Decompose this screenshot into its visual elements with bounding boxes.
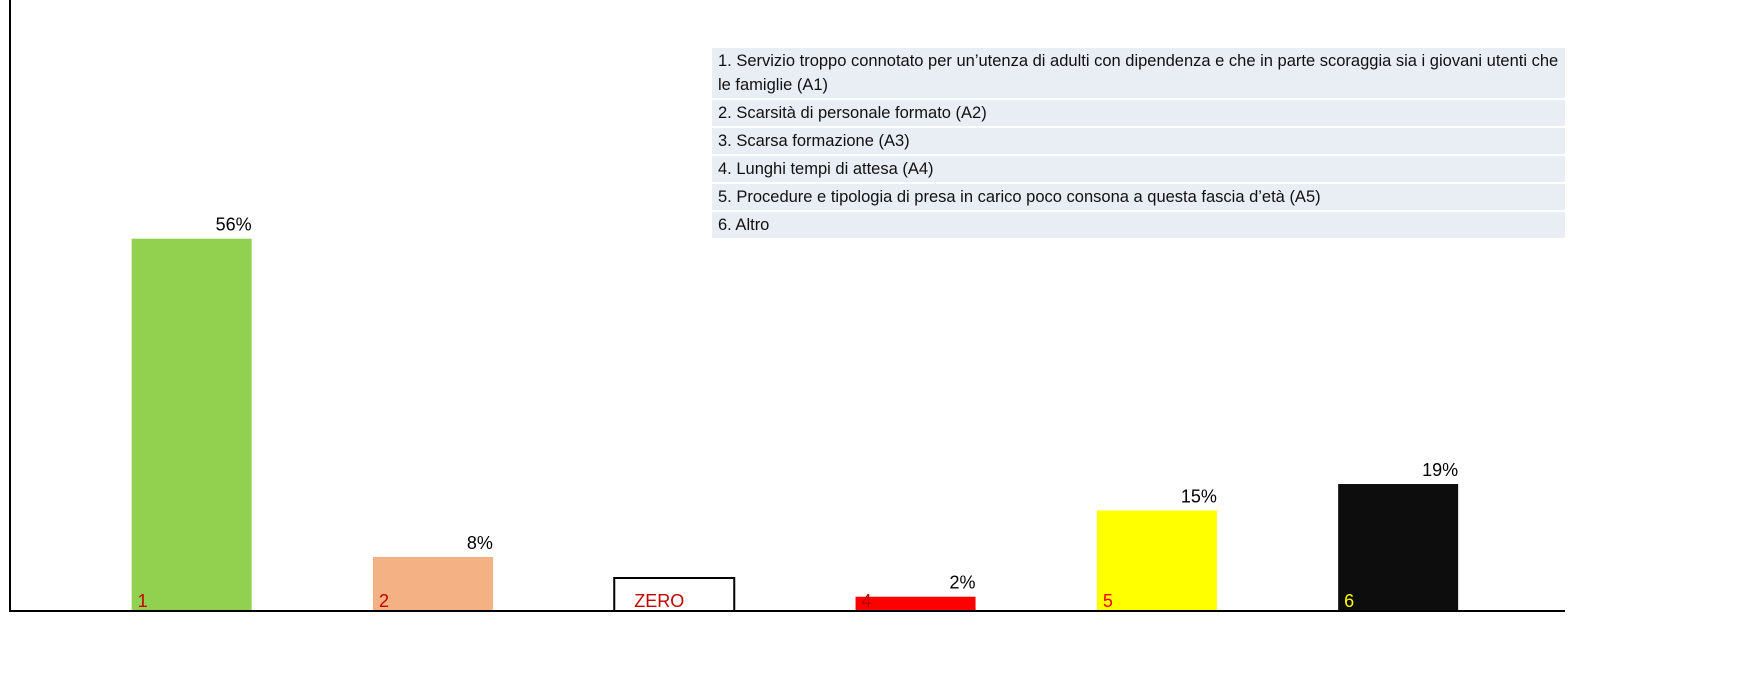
bar [131, 238, 252, 610]
legend: 1. Servizio troppo connotato per un’uten… [712, 48, 1565, 240]
label-box [613, 577, 736, 612]
x-tick-label: 2 [379, 591, 389, 611]
x-tick-label: 6 [1344, 591, 1354, 611]
bar [372, 556, 493, 610]
value-label: 56% [216, 215, 252, 235]
legend-item: 1. Servizio troppo connotato per un’uten… [712, 48, 1565, 100]
value-label: 19% [1422, 460, 1458, 480]
x-tick-label: 1 [138, 591, 148, 611]
legend-item: 2. Scarsità di personale formato (A2) [712, 100, 1565, 128]
legend-item: 3. Scarsa formazione (A3) [712, 128, 1565, 156]
x-tick-label: 5 [1103, 591, 1113, 611]
value-label: 2% [950, 573, 976, 593]
bar [855, 596, 976, 610]
legend-item: 6. Altro [712, 212, 1565, 240]
value-label: 15% [1181, 487, 1217, 507]
bar [1096, 510, 1217, 610]
legend-item: 5. Procedure e tipologia di presa in car… [712, 184, 1565, 212]
x-tick-label: ZERO [634, 591, 684, 611]
legend-item: 4. Lunghi tempi di attesa (A4) [712, 156, 1565, 184]
value-label: 8% [467, 533, 493, 553]
bar [1338, 484, 1459, 610]
x-tick-label: 4 [862, 591, 872, 611]
